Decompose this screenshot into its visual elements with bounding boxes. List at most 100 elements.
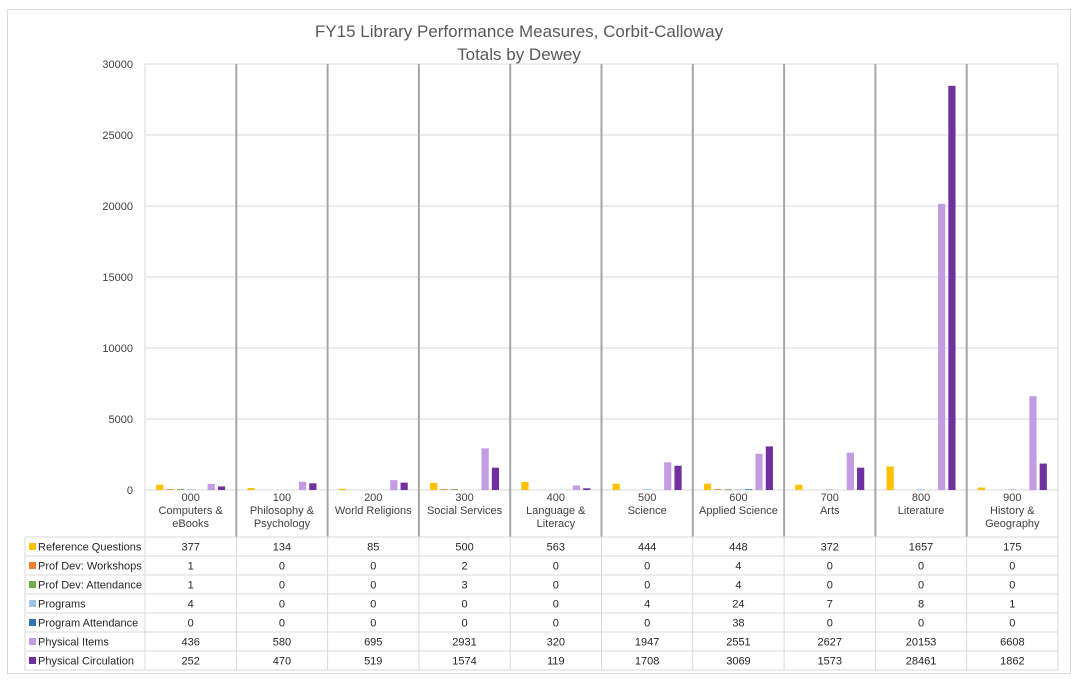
table-cell-4-7: 0: [827, 618, 833, 630]
bar-0-5: [207, 483, 215, 490]
legend-label-0: Reference Questions: [38, 542, 142, 554]
table-cell-5-0: 436: [181, 637, 199, 649]
legend-label-3: Programs: [38, 599, 86, 611]
bar-7-0: [795, 484, 803, 490]
bar-2-0: [338, 488, 346, 490]
category-label-0-2: eBooks: [172, 518, 209, 530]
table-cell-4-8: 0: [918, 618, 924, 630]
table-cell-6-7: 1573: [818, 656, 842, 668]
category-label-9-2: Geography: [985, 518, 1040, 530]
legend-label-1: Prof Dev: Workshops: [38, 561, 142, 573]
legend-swatch-0: [29, 543, 36, 550]
category-label-8-0: 800: [912, 492, 930, 504]
table-cell-1-5: 0: [644, 561, 650, 573]
table-cell-3-0: 4: [188, 599, 194, 611]
table-cell-2-2: 0: [370, 580, 376, 592]
table-cell-6-3: 1574: [452, 656, 476, 668]
bar-0-1: [166, 489, 174, 490]
bar-4-6: [583, 488, 591, 490]
y-tick-label-25000: 25000: [102, 130, 133, 142]
table-cell-5-9: 6608: [1000, 637, 1024, 649]
table-cell-5-4: 320: [547, 637, 565, 649]
bar-5-0: [612, 483, 620, 490]
table-cell-0-2: 85: [367, 542, 379, 554]
bar-9-3: [1008, 489, 1016, 490]
legend-swatch-2: [29, 581, 36, 588]
table-cell-0-5: 444: [638, 542, 656, 554]
y-tick-label-10000: 10000: [102, 343, 133, 355]
bar-1-6: [309, 483, 317, 490]
bar-2-6: [400, 482, 408, 490]
table-cell-0-7: 372: [821, 542, 839, 554]
bar-7-6: [857, 467, 865, 490]
bar-8-3: [917, 489, 925, 490]
category-label-1-2: Psychology: [254, 518, 311, 530]
table-cell-6-8: 28461: [906, 656, 937, 668]
bar-3-1: [440, 489, 448, 490]
table-cell-1-2: 0: [370, 561, 376, 573]
table-cell-2-1: 0: [279, 580, 285, 592]
bar-0-0: [156, 484, 164, 490]
table-cell-2-7: 0: [827, 580, 833, 592]
table-cell-5-6: 2551: [726, 637, 750, 649]
table-cell-6-0: 252: [181, 656, 199, 668]
bar-5-5: [664, 462, 672, 490]
bar-7-3: [826, 489, 834, 490]
category-label-2-0: 200: [364, 492, 382, 504]
bar-0-2: [176, 489, 184, 490]
table-cell-1-0: 1: [188, 561, 194, 573]
bar-8-0: [886, 466, 894, 490]
legend-label-2: Prof Dev: Attendance: [38, 580, 142, 592]
table-cell-4-0: 0: [188, 618, 194, 630]
legend-swatch-3: [29, 600, 36, 607]
bar-6-3: [734, 489, 743, 490]
table-cell-1-7: 0: [827, 561, 833, 573]
bar-2-5: [390, 480, 398, 490]
bar-9-5: [1029, 396, 1037, 490]
legend-swatch-1: [29, 562, 36, 569]
table-cell-2-3: 3: [461, 580, 467, 592]
category-label-1-1: Philosophy &: [250, 505, 315, 517]
table-cell-6-9: 1862: [1000, 656, 1024, 668]
category-label-3-0: 300: [455, 492, 473, 504]
bar-6-4: [745, 489, 753, 490]
category-label-6-1: Applied Science: [699, 505, 778, 517]
table-cell-5-1: 580: [273, 637, 291, 649]
category-label-0-1: Computers &: [159, 505, 224, 517]
bar-1-5: [298, 481, 307, 490]
table-cell-1-8: 0: [918, 561, 924, 573]
bar-0-3: [187, 489, 195, 490]
y-tick-label-30000: 30000: [102, 59, 133, 71]
table-cell-1-3: 2: [461, 561, 467, 573]
y-tick-label-20000: 20000: [102, 201, 133, 213]
category-label-9-0: 900: [1003, 492, 1021, 504]
category-label-2-1: World Religions: [335, 505, 412, 517]
bar-4-0: [521, 482, 529, 490]
table-cell-2-9: 0: [1009, 580, 1015, 592]
bar-3-6: [491, 467, 500, 490]
category-label-6-0: 600: [729, 492, 747, 504]
table-cell-2-6: 4: [735, 580, 741, 592]
category-label-5-1: Science: [628, 505, 667, 517]
bar-6-0: [703, 483, 712, 490]
table-cell-5-2: 695: [364, 637, 382, 649]
legend-label-5: Physical Items: [38, 637, 109, 649]
table-cell-5-7: 2627: [818, 637, 842, 649]
category-label-0-0: 000: [181, 492, 199, 504]
legend-swatch-5: [29, 638, 36, 645]
table-cell-4-1: 0: [279, 618, 285, 630]
category-label-1-0: 100: [273, 492, 291, 504]
table-cell-0-4: 563: [547, 542, 565, 554]
bar-6-6: [765, 446, 773, 490]
category-label-3-1: Social Services: [427, 505, 503, 517]
bar-9-0: [977, 487, 986, 490]
table-cell-4-5: 0: [644, 618, 650, 630]
table-cell-6-1: 470: [273, 656, 291, 668]
legend-swatch-4: [29, 619, 36, 626]
y-tick-label-15000: 15000: [102, 272, 133, 284]
category-label-5-0: 500: [638, 492, 656, 504]
bar-6-2: [724, 489, 732, 490]
table-cell-4-9: 0: [1009, 618, 1015, 630]
